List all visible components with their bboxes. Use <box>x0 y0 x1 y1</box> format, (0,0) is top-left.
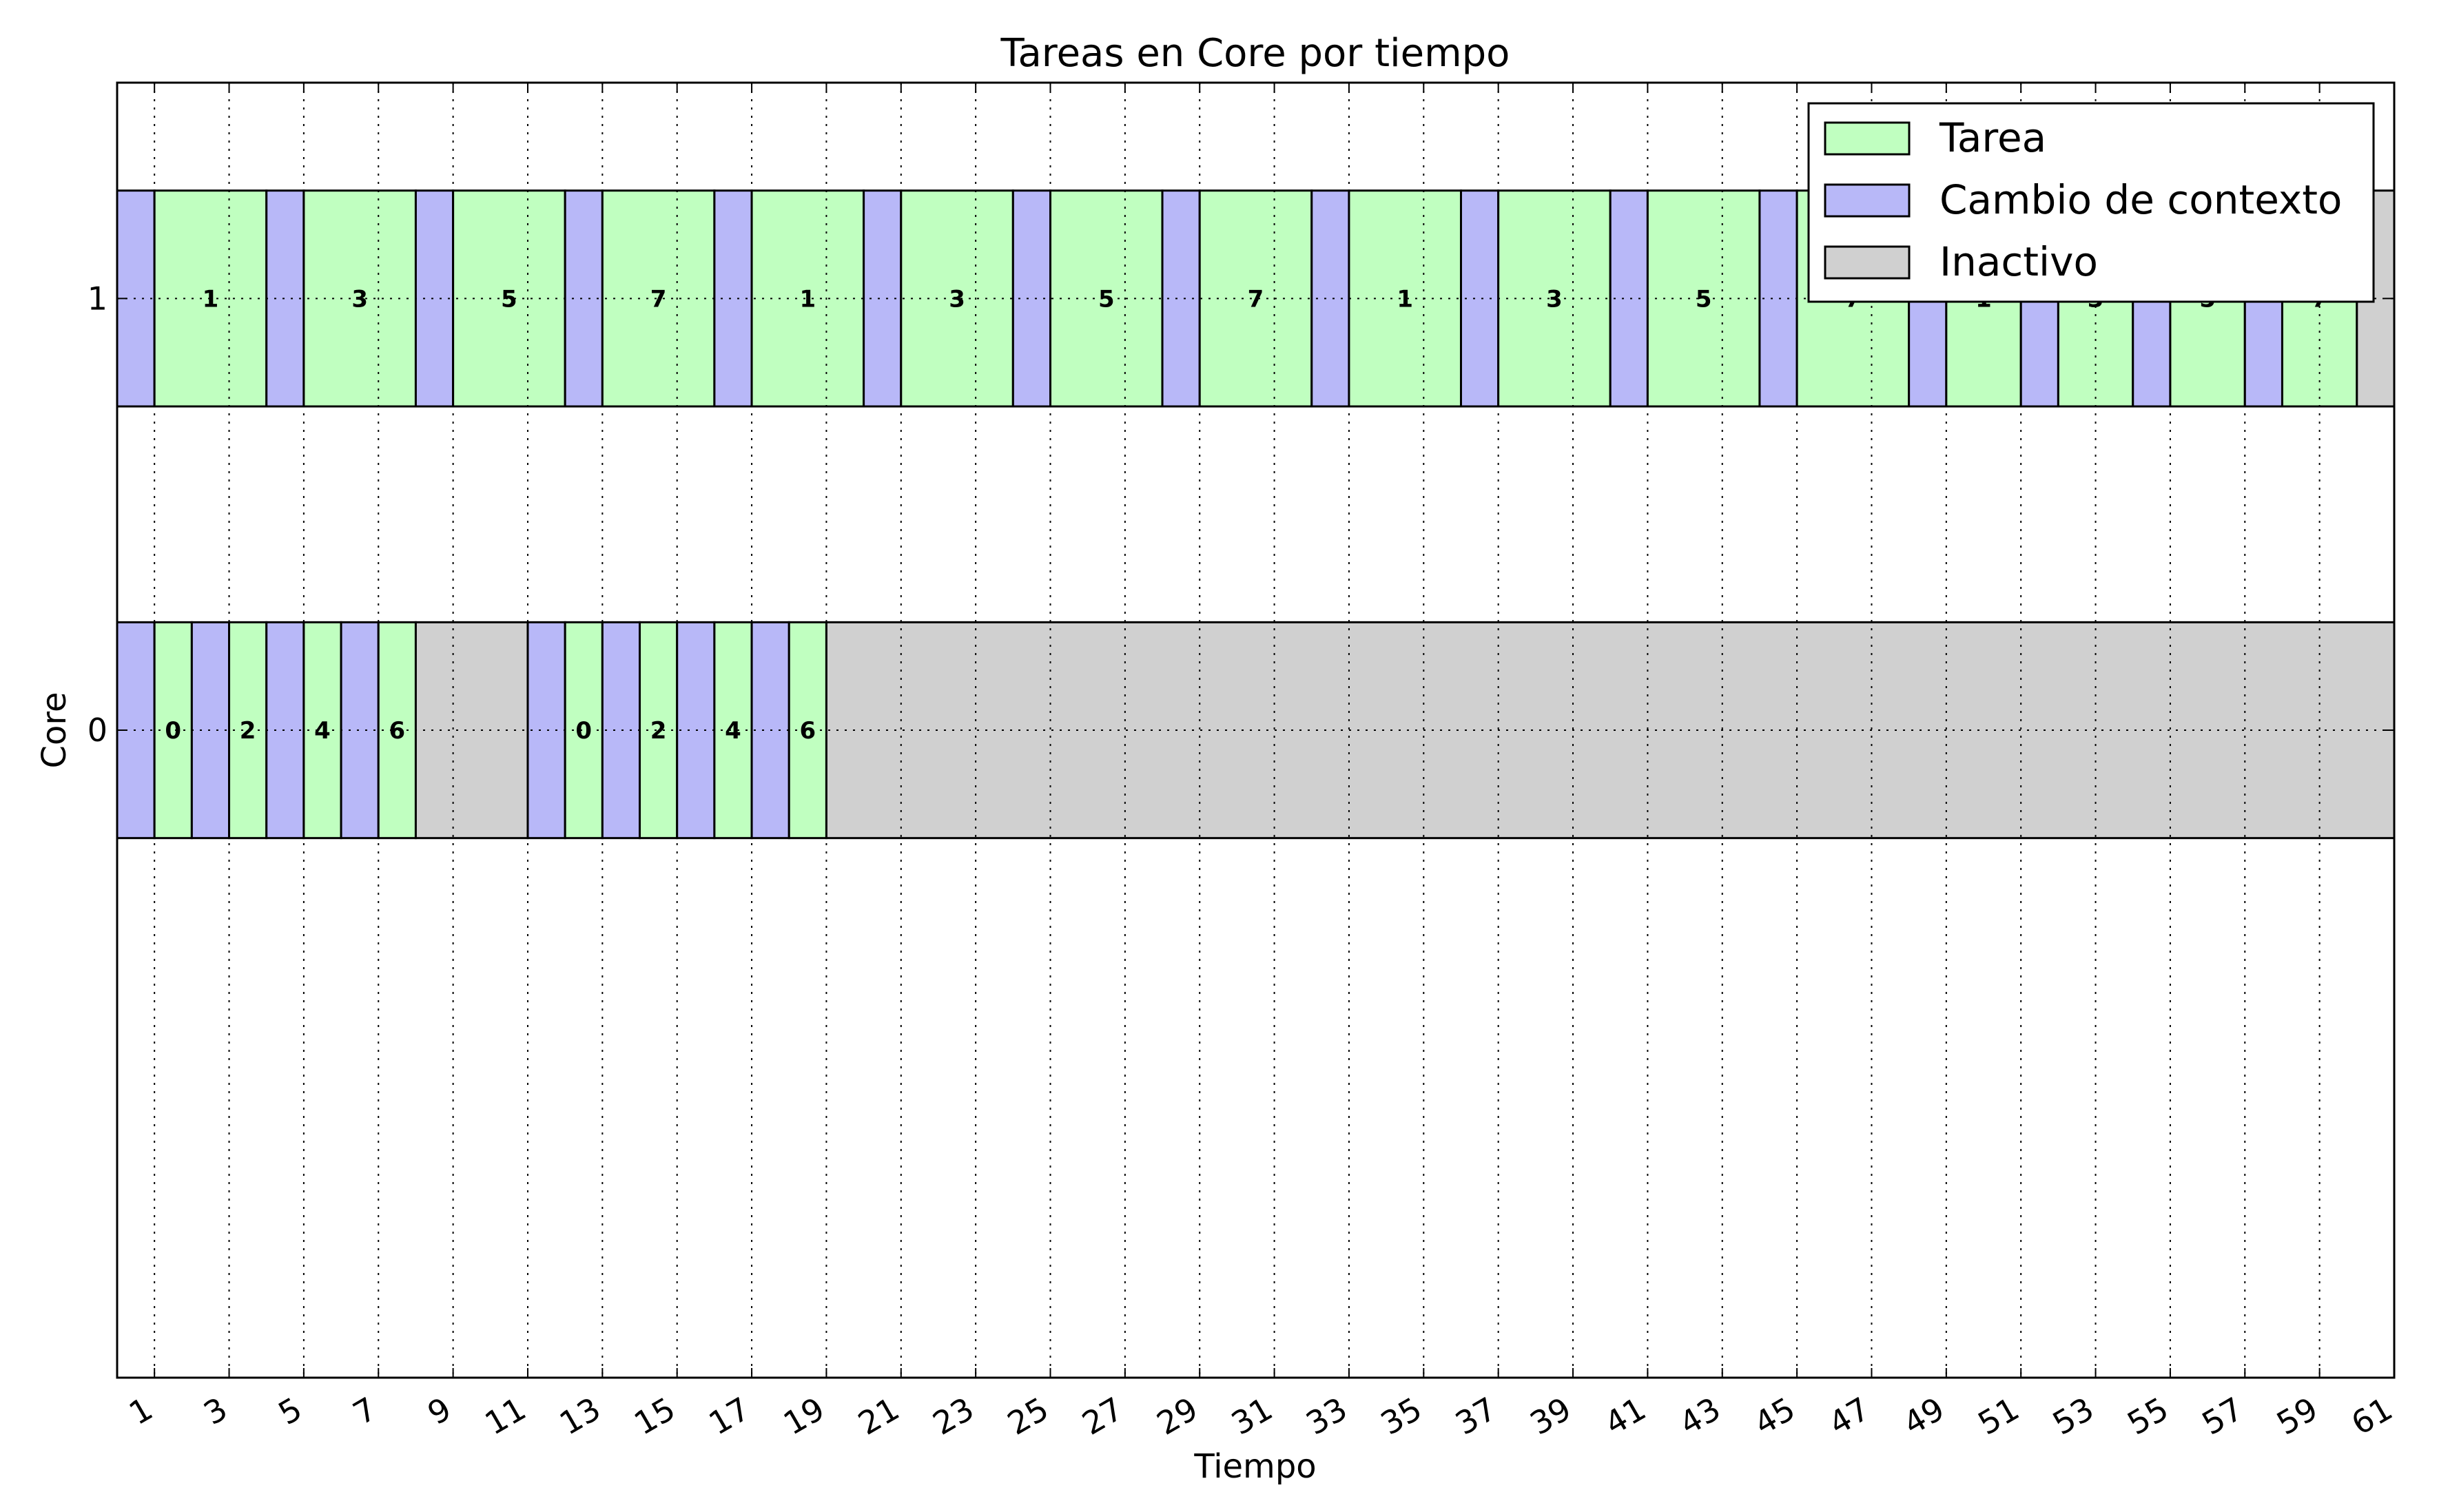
x-tick-label: 9 <box>422 1390 457 1432</box>
legend-label-task: Tarea <box>1939 114 2046 161</box>
x-tick-label: 13 <box>553 1390 607 1442</box>
task-label: 0 <box>575 717 592 745</box>
x-tick-label: 51 <box>1972 1390 2026 1442</box>
core-0-task-bar <box>302 621 342 840</box>
core-0-task-bar <box>228 621 268 840</box>
x-tick-label: 61 <box>2345 1390 2399 1442</box>
x-tick-label: 35 <box>1375 1390 1428 1442</box>
x-tick-label: 29 <box>1151 1390 1204 1442</box>
task-label: 0 <box>165 717 181 745</box>
x-axis-label: Tiempo <box>1193 1447 1316 1486</box>
core-1-task-bar <box>153 189 268 408</box>
x-tick-label: 17 <box>703 1390 757 1442</box>
x-tick-label: 19 <box>777 1390 831 1442</box>
x-tick-label: 5 <box>272 1390 308 1432</box>
x-tick-label: 53 <box>2046 1390 2100 1442</box>
x-tick-label: 7 <box>347 1390 382 1432</box>
core-0-switch-bar <box>676 621 716 840</box>
legend-label-idle: Inactivo <box>1939 238 2098 285</box>
task-label: 6 <box>389 717 406 745</box>
x-tick-label: 37 <box>1449 1390 1503 1442</box>
task-label: 6 <box>800 717 816 745</box>
x-tick-label: 59 <box>2270 1390 2324 1442</box>
core-1-switch-bar <box>1609 189 1649 408</box>
y-tick-label: 1 <box>88 280 107 317</box>
task-label: 4 <box>725 717 741 745</box>
y-axis-label: Core <box>35 692 74 768</box>
y-tick-label: 0 <box>88 712 107 749</box>
legend-swatch-switch <box>1824 183 1911 218</box>
task-label: 5 <box>1696 285 1712 313</box>
core-1-task-bar <box>601 189 716 408</box>
core-0-idle-bar <box>825 621 2396 840</box>
core-0-switch-bar <box>190 621 231 840</box>
core-1-switch-bar <box>1459 189 1500 408</box>
x-tick-label: 3 <box>197 1390 233 1432</box>
core-1-switch-bar <box>414 189 455 408</box>
core-0-switch-bar <box>526 621 566 840</box>
task-label: 1 <box>203 285 219 313</box>
x-tick-label: 57 <box>2196 1390 2250 1442</box>
legend-swatch-idle <box>1824 245 1911 280</box>
task-label: 4 <box>314 717 331 745</box>
legend-swatch-task <box>1824 121 1911 156</box>
x-tick-label: 47 <box>1822 1390 1876 1442</box>
core-0-task-bar <box>377 621 417 840</box>
x-tick-label: 1 <box>123 1390 158 1432</box>
core-1-task-bar <box>302 189 417 408</box>
task-label: 3 <box>949 285 965 313</box>
task-label: 3 <box>1546 285 1563 313</box>
x-tick-label: 11 <box>479 1390 533 1442</box>
task-label: 1 <box>1397 285 1413 313</box>
x-tick-label: 55 <box>2121 1390 2175 1442</box>
legend: Tarea Cambio de contexto Inactivo <box>1807 102 2375 303</box>
core-1-switch-bar <box>1758 189 1798 408</box>
x-tick-label: 45 <box>1748 1390 1802 1442</box>
chart-title: Tareas en Core por tiempo <box>1000 31 1510 76</box>
x-tick-label: 23 <box>927 1390 980 1442</box>
task-label: 5 <box>1098 285 1115 313</box>
core-0-switch-bar <box>601 621 641 840</box>
task-label: 2 <box>240 717 256 745</box>
x-tick-label: 39 <box>1524 1390 1578 1442</box>
x-tick-label: 21 <box>852 1390 905 1442</box>
core-1-switch-bar <box>564 189 604 408</box>
core-0-switch-bar <box>265 621 305 840</box>
task-label: 3 <box>351 285 368 313</box>
task-label: 7 <box>650 285 667 313</box>
core-1-switch-bar <box>265 189 305 408</box>
x-tick-label: 31 <box>1225 1390 1279 1442</box>
x-tick-label: 43 <box>1673 1390 1727 1442</box>
core-0-switch-bar <box>340 621 380 840</box>
core-1-task-bar <box>1497 189 1612 408</box>
legend-label-switch: Cambio de contexto <box>1939 176 2342 223</box>
task-label: 1 <box>800 285 816 313</box>
x-tick-label: 15 <box>628 1390 681 1442</box>
task-label: 2 <box>650 717 667 745</box>
core-1-task-bar <box>1348 189 1462 408</box>
core-0-task-bar <box>153 621 193 840</box>
task-label: 5 <box>501 285 517 313</box>
task-label: 7 <box>1248 285 1264 313</box>
x-tick-label: 33 <box>1300 1390 1354 1442</box>
x-tick-label: 25 <box>1001 1390 1055 1442</box>
x-tick-label: 27 <box>1076 1390 1129 1442</box>
x-tick-label: 41 <box>1598 1390 1652 1442</box>
x-tick-label: 49 <box>1897 1390 1951 1442</box>
core-1-task-bar <box>452 189 566 408</box>
